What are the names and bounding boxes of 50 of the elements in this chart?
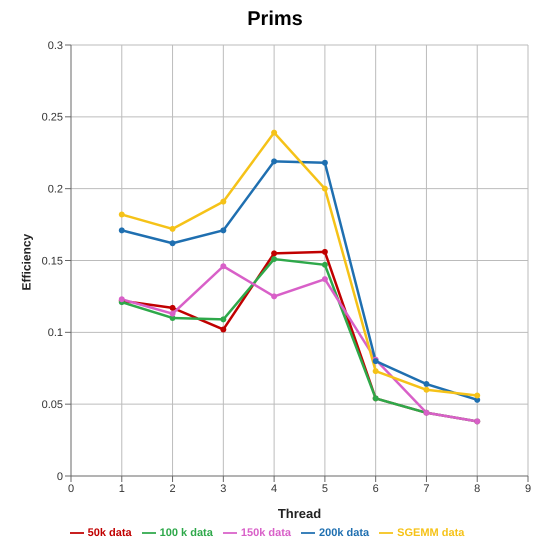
x-tick-label: 3 <box>220 482 226 495</box>
point <box>220 316 226 322</box>
point <box>322 160 328 166</box>
y-tick-label: 0.15 <box>42 255 63 268</box>
point <box>271 158 278 164</box>
point <box>423 381 430 388</box>
point <box>271 256 278 262</box>
y-tick-label: 0.1 <box>48 327 63 340</box>
point <box>423 386 430 393</box>
point <box>220 326 226 332</box>
x-tick-label: 8 <box>474 482 480 495</box>
point <box>372 368 379 374</box>
point <box>322 276 328 282</box>
y-tick-label: 0.25 <box>42 112 63 124</box>
point <box>220 263 226 270</box>
x-tick-label: 4 <box>271 482 278 495</box>
legend-label: 200k data <box>319 526 370 539</box>
point <box>322 262 328 268</box>
point <box>271 250 278 256</box>
point <box>118 212 125 218</box>
point <box>322 248 328 255</box>
y-tick-label: 0 <box>56 470 63 483</box>
legend-label: SGEMM data <box>397 526 464 539</box>
point <box>220 198 226 205</box>
point <box>474 392 480 399</box>
point <box>118 227 125 234</box>
point <box>271 130 278 136</box>
x-tick-label: 1 <box>118 482 125 495</box>
y-axis-title: Efficiency <box>19 233 34 290</box>
point <box>170 240 176 246</box>
x-tick-label: 5 <box>322 482 328 495</box>
point <box>170 226 176 232</box>
legend-label: 150k data <box>240 526 291 539</box>
legend-label: 100 k data <box>160 526 213 539</box>
y-tick-label: 0.2 <box>48 184 63 196</box>
point <box>170 304 176 311</box>
legend-label: 50k data <box>88 526 132 539</box>
x-tick-label: 9 <box>524 482 532 495</box>
point <box>220 227 226 234</box>
x-tick-label: 7 <box>423 482 430 495</box>
y-tick-label: 0.05 <box>42 399 63 412</box>
x-tick-label: 2 <box>169 482 176 495</box>
x-tick-label: 6 <box>372 482 379 495</box>
y-tick-label: 0.3 <box>48 40 63 52</box>
point <box>322 186 328 192</box>
x-tick-label: 0 <box>68 482 74 495</box>
x-axis-title: Thread <box>278 506 322 521</box>
point <box>271 293 278 300</box>
chart-title: Prims <box>246 8 304 31</box>
point <box>170 310 176 317</box>
